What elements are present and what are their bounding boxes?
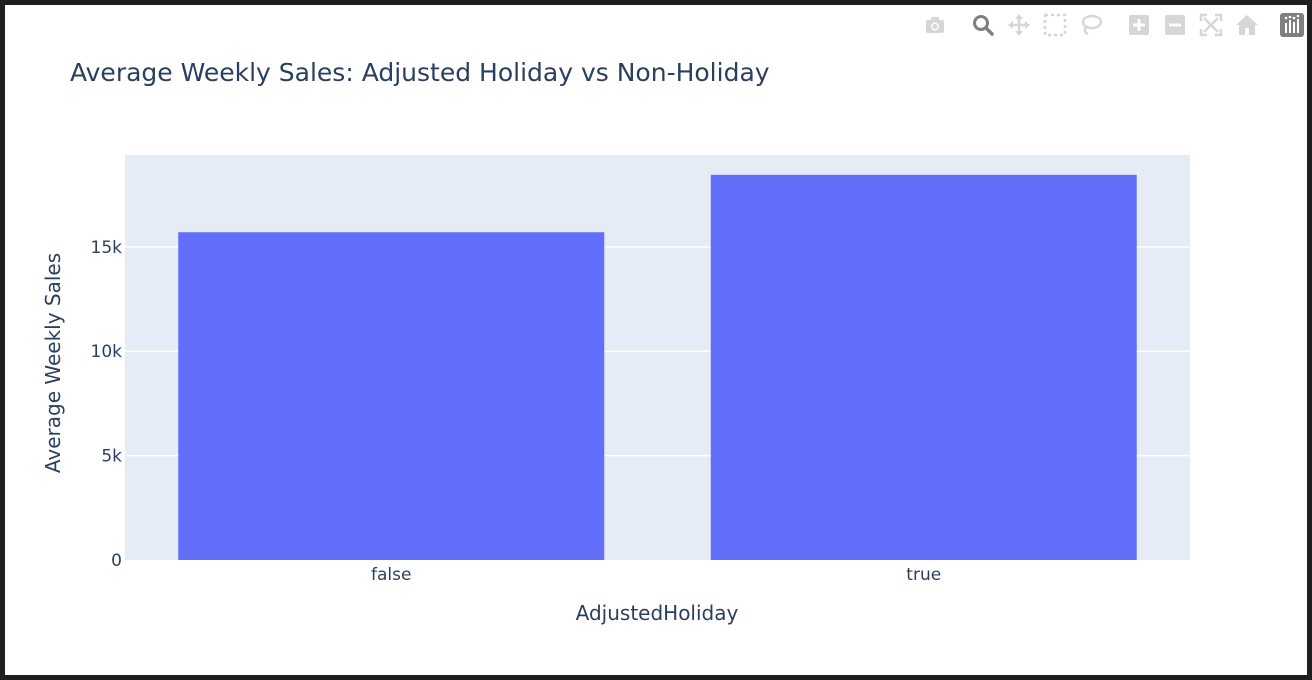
y-tick-label: 15k [91, 238, 123, 258]
x-tick-label: false [371, 565, 411, 585]
zoom-icon [973, 15, 994, 36]
camera-icon [926, 17, 944, 33]
autoscale-icon [1199, 13, 1223, 37]
zoom-in-button[interactable] [1121, 13, 1157, 37]
y-axis-ticks: 0 5k 10k 15k [91, 238, 123, 571]
plotly-logo-icon [1280, 13, 1304, 37]
box-select-icon [1043, 13, 1067, 37]
y-tick-label: 5k [101, 447, 122, 467]
home-icon [1236, 15, 1258, 35]
bar-false[interactable] [178, 232, 605, 561]
x-tick-label: true [906, 565, 941, 585]
zoom-out-button[interactable] [1157, 13, 1193, 37]
chart-title: Average Weekly Sales: Adjusted Holiday v… [70, 58, 770, 87]
lasso-select-button[interactable] [1073, 13, 1109, 37]
x-axis-ticks: false true [371, 565, 941, 585]
y-tick-label: 0 [111, 551, 122, 571]
bar-chart[interactable]: 0 5k 10k 15k false true Average Weekly Sales… [5, 5, 1307, 675]
reset-axes-button[interactable] [1229, 13, 1265, 37]
autoscale-button[interactable] [1193, 13, 1229, 37]
y-axis-title: Average Weekly Sales [41, 253, 65, 473]
zoom-in-icon [1129, 15, 1149, 35]
pan-icon [1008, 14, 1030, 36]
box-select-button[interactable] [1037, 13, 1073, 37]
modebar [905, 13, 1307, 37]
camera-button[interactable] [917, 13, 953, 37]
lasso-select-icon [1081, 14, 1103, 36]
bars [178, 174, 1137, 561]
y-tick-label: 10k [91, 342, 123, 362]
plot-container: 0 5k 10k 15k false true Average Weekly Sales… [5, 5, 1307, 675]
zoom-button[interactable] [965, 13, 1001, 37]
bar-true[interactable] [710, 174, 1137, 561]
x-axis-title: AdjustedHoliday [576, 601, 739, 625]
pan-button[interactable] [1001, 13, 1037, 37]
plotly-logo-button[interactable] [1277, 13, 1307, 37]
zoom-out-icon [1165, 15, 1185, 35]
